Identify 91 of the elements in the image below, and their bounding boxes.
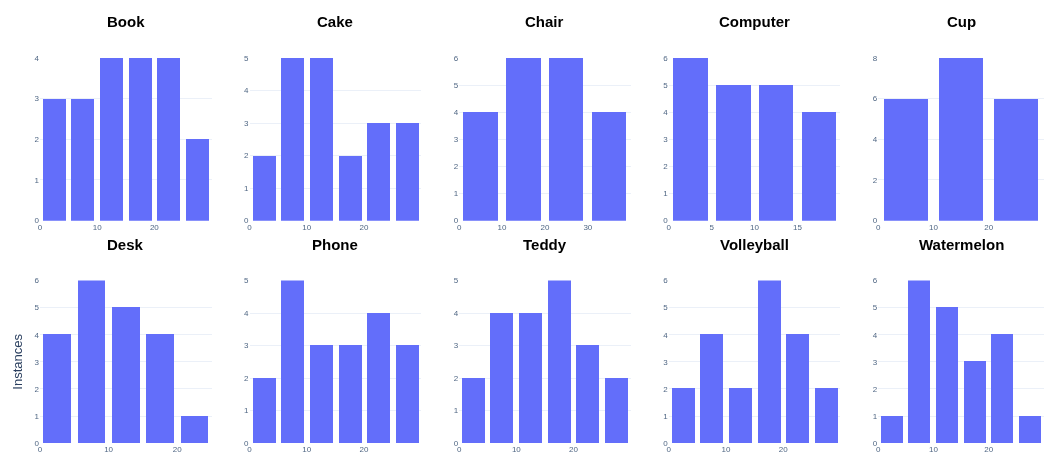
y-tick-label: 0 [244, 439, 250, 448]
x-tick-label: 15 [793, 222, 803, 232]
y-tick-label: 3 [34, 357, 40, 367]
y-tick-label: 4 [244, 308, 250, 318]
y-tick-label: 2 [34, 384, 40, 394]
x-tick-label: 10 [92, 222, 103, 232]
y-tick-label: 4 [872, 330, 878, 340]
x-tick-label: 20 [540, 222, 550, 232]
y-tick-label: 4 [872, 135, 878, 145]
y-axis-title: Instances [10, 333, 26, 390]
y-tick-label: 4 [663, 107, 669, 117]
y-tick-label: 2 [663, 162, 669, 172]
y-tick-label: 6 [453, 53, 459, 63]
x-tick-label: 10 [497, 222, 508, 232]
y-tick-label: 3 [872, 357, 878, 367]
y-tick-label: 3 [663, 135, 669, 145]
y-tick-label: 1 [244, 183, 250, 193]
x-tick-label: 20 [984, 222, 994, 232]
x-tick-label: 20 [778, 445, 789, 455]
chart-title: Desk [107, 236, 144, 253]
y-tick-label: 6 [663, 53, 669, 63]
x-tick-label: 20 [172, 445, 183, 455]
y-tick-label: 5 [872, 303, 878, 313]
y-tick-label: 5 [453, 80, 459, 90]
x-tick-label: 5 [709, 222, 715, 232]
y-tick-label: 0 [453, 439, 459, 448]
chart-title: Chair [525, 13, 564, 30]
chart-title: Teddy [523, 236, 567, 253]
x-tick-label: 20 [569, 445, 579, 455]
chart-title: Book [107, 13, 146, 30]
y-tick-label: 1 [663, 411, 669, 421]
chart-title: Cake [317, 13, 353, 30]
y-tick-label: 3 [244, 118, 250, 128]
chart-title: Volleyball [720, 236, 789, 253]
y-tick-label: 6 [872, 94, 878, 104]
y-tick-label: 2 [34, 135, 40, 145]
y-tick-label: 5 [663, 80, 669, 90]
y-tick-label: 3 [244, 341, 250, 351]
y-tick-label: 3 [663, 357, 669, 367]
x-tick-label: 20 [359, 222, 369, 232]
y-tick-label: 1 [453, 189, 459, 199]
y-tick-label: 1 [663, 189, 669, 199]
y-tick-label: 1 [453, 406, 459, 416]
y-tick-label: 5 [244, 53, 250, 63]
y-tick-label: 1 [872, 411, 878, 421]
y-tick-label: 2 [244, 151, 250, 161]
chart-title: Watermelon [919, 236, 1005, 253]
chart-title: Computer [719, 13, 790, 30]
x-tick-label: 10 [511, 445, 522, 455]
x-tick-label: 10 [104, 445, 114, 455]
y-tick-label: 4 [244, 86, 250, 96]
y-tick-label: 2 [453, 373, 459, 383]
y-tick-label: 0 [872, 439, 878, 448]
y-tick-label: 4 [34, 53, 40, 63]
y-tick-label: 5 [453, 276, 459, 286]
y-tick-label: 4 [453, 107, 459, 117]
y-tick-label: 2 [872, 384, 878, 394]
y-tick-label: 4 [453, 308, 459, 318]
x-tick-label: 20 [984, 445, 994, 455]
y-tick-label: 4 [663, 330, 669, 340]
x-tick-label: 20 [149, 222, 160, 232]
y-tick-label: 1 [34, 175, 40, 185]
y-tick-label: 1 [244, 406, 250, 416]
y-tick-label: 8 [872, 53, 878, 63]
y-tick-label: 2 [244, 373, 250, 383]
y-tick-label: 2 [663, 384, 669, 394]
y-tick-label: 2 [453, 162, 459, 172]
y-tick-label: 5 [663, 303, 669, 313]
y-tick-label: 0 [663, 439, 669, 448]
y-tick-label: 5 [244, 276, 250, 286]
chart-title: Cup [947, 13, 977, 30]
y-tick-label: 3 [34, 94, 40, 104]
y-tick-label: 1 [34, 411, 40, 421]
x-tick-label: 10 [302, 222, 312, 232]
chart-title: Phone [312, 236, 358, 253]
x-tick-label: 10 [721, 445, 731, 455]
y-tick-label: 2 [872, 175, 878, 185]
x-tick-label: 10 [929, 222, 939, 232]
y-tick-label: 0 [34, 439, 40, 448]
y-tick-label: 6 [872, 276, 878, 286]
y-tick-label: 6 [34, 276, 40, 286]
y-tick-label: 5 [34, 303, 40, 313]
x-tick-label: 20 [359, 445, 369, 455]
y-tick-label: 3 [453, 341, 459, 351]
y-tick-label: 6 [663, 276, 669, 286]
x-tick-label: 10 [302, 445, 312, 455]
y-tick-label: 4 [34, 330, 40, 340]
y-tick-label: 3 [453, 135, 459, 145]
x-tick-label: 30 [583, 222, 593, 232]
x-tick-label: 10 [929, 445, 939, 455]
x-tick-label: 10 [750, 222, 760, 232]
